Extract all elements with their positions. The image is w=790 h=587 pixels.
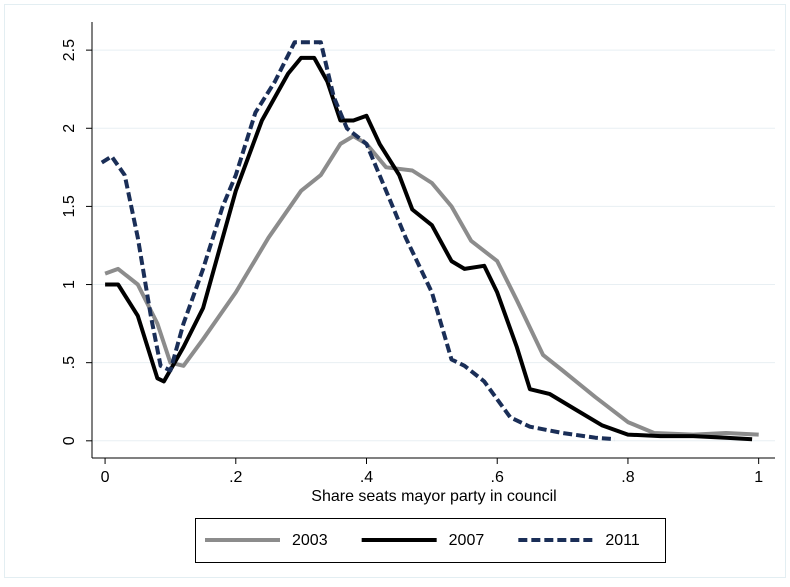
x-tick-label: .4 — [360, 469, 373, 486]
y-tick-label: 0 — [61, 436, 78, 445]
x-axis-label: Share seats mayor party in council — [311, 488, 556, 505]
series-line — [105, 55, 753, 442]
legend-label: 2003 — [292, 532, 328, 549]
x-tick-label: .8 — [621, 469, 634, 486]
y-tick-label: 1.5 — [61, 195, 78, 217]
y-tick-label: 1 — [61, 280, 78, 289]
graph-region — [4, 4, 786, 578]
series-line — [100, 40, 616, 442]
x-tick-label: 1 — [754, 469, 763, 486]
legend-label: 2007 — [449, 532, 485, 549]
y-tick-label: 2 — [61, 124, 78, 133]
series-line — [104, 134, 759, 437]
x-tick-label: .6 — [491, 469, 504, 486]
legend-label: 2011 — [605, 532, 640, 549]
x-tick-label: .2 — [229, 469, 242, 486]
y-tick-label: 2.5 — [61, 39, 78, 61]
x-tick-label: 0 — [101, 469, 110, 486]
y-tick-label: .5 — [61, 356, 78, 369]
